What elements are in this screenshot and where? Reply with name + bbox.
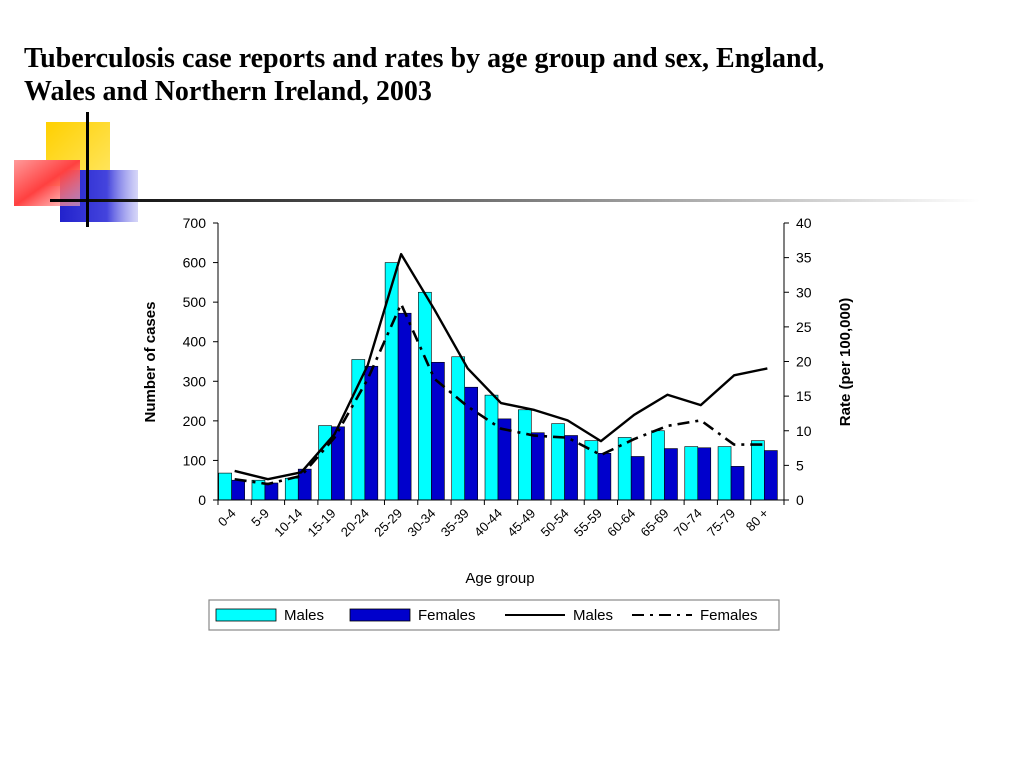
line-females-rate xyxy=(234,302,768,486)
bar-males-15-19 xyxy=(318,425,332,501)
bar-females-45-49 xyxy=(530,432,545,501)
x-tick-label: 35-39 xyxy=(438,506,472,540)
bar-females-35-39 xyxy=(464,386,479,501)
y2-tick-label: 35 xyxy=(796,250,812,266)
x-axis-title: Age group xyxy=(465,570,534,587)
bar-females-70-74 xyxy=(697,447,712,501)
bar-males-70-74 xyxy=(684,446,699,501)
x-tick-label: 55-59 xyxy=(571,506,605,540)
x-tick-label: 0-4 xyxy=(215,506,239,530)
legend-box xyxy=(208,599,780,631)
bar-females-65-69 xyxy=(664,448,678,501)
bar-females-25-29 xyxy=(397,312,412,501)
y-tick-label: 700 xyxy=(183,215,207,231)
bar-males-40-44 xyxy=(484,394,499,501)
x-tick-label: 5-9 xyxy=(248,506,272,530)
x-tick-label: 40-44 xyxy=(471,506,505,540)
legend-label: Females xyxy=(418,607,476,624)
slide-decoration xyxy=(14,112,980,227)
y2-tick-label: 20 xyxy=(796,354,812,370)
x-tick-label: 20-24 xyxy=(338,506,372,540)
x-tick-label: 30-34 xyxy=(404,506,438,540)
x-tick-label: 10-14 xyxy=(271,506,305,540)
bar-males-0-4 xyxy=(218,472,232,501)
legend-label: Males xyxy=(284,607,324,624)
legend-swatch-females-bar xyxy=(349,608,411,622)
y2-tick-label: 25 xyxy=(796,319,812,335)
bar-males-80 xyxy=(751,440,765,501)
x-tick-label: 70-74 xyxy=(671,506,705,540)
bar-males-30-34 xyxy=(418,291,432,501)
y-tick-label: 200 xyxy=(183,413,207,429)
bar-females-50-54 xyxy=(564,435,578,501)
bar-males-65-69 xyxy=(651,430,665,501)
x-tick-label: 75-79 xyxy=(704,506,738,540)
bar-females-10-14 xyxy=(297,468,312,501)
y2-axis-title: Rate (per 100,000) xyxy=(837,298,854,426)
bar-females-5-9 xyxy=(264,482,279,501)
bar-females-75-79 xyxy=(730,466,745,501)
bar-females-55-59 xyxy=(597,453,612,501)
bar-females-20-24 xyxy=(364,365,379,501)
legend-label: Females xyxy=(700,607,758,624)
bar-females-80 xyxy=(764,450,778,501)
bar-males-10-14 xyxy=(284,477,299,501)
bar-females-60-64 xyxy=(630,456,645,501)
x-tick-label: 65-69 xyxy=(637,506,671,540)
bar-females-0-4 xyxy=(231,479,245,501)
y-axis-title: Number of cases xyxy=(142,302,159,423)
y-tick-label: 400 xyxy=(183,334,207,350)
y2-tick-label: 10 xyxy=(796,423,812,439)
slide-title-line-2: Wales and Northern Ireland, 2003 xyxy=(24,76,432,107)
bars-group xyxy=(218,262,778,501)
legend: Males Females Males Females xyxy=(208,599,780,631)
bar-males-75-79 xyxy=(717,446,732,501)
y-tick-label: 0 xyxy=(198,492,206,508)
y-tick-label: 600 xyxy=(183,255,207,271)
x-tick-label: 60-64 xyxy=(604,506,638,540)
y-tick-label: 300 xyxy=(183,373,207,389)
decor-red-square xyxy=(14,160,80,206)
y-tick-label: 500 xyxy=(183,294,207,310)
y2-tick-label: 40 xyxy=(796,215,812,231)
x-tick-label: 45-49 xyxy=(504,506,538,540)
y2-tick-label: 5 xyxy=(796,457,804,473)
slide-title: Tuberculosis case reports and rates by a… xyxy=(24,42,1014,108)
bar-males-20-24 xyxy=(351,359,366,501)
x-tick-label: 25-29 xyxy=(371,506,405,540)
legend-label: Males xyxy=(573,607,613,624)
decor-horizontal-rule xyxy=(50,199,980,202)
legend-swatch-males-bar xyxy=(215,608,277,622)
bar-males-55-59 xyxy=(584,440,599,501)
lines-group xyxy=(234,252,768,486)
y2-tick-label: 30 xyxy=(796,284,812,300)
decor-vertical-rule xyxy=(86,112,89,227)
line-males-rate xyxy=(234,252,768,481)
y-tick-label: 100 xyxy=(183,452,207,468)
y2-tick-label: 0 xyxy=(796,492,804,508)
bar-males-50-54 xyxy=(551,423,565,501)
bar-males-45-49 xyxy=(517,409,532,501)
x-tick-label: 80 + xyxy=(743,506,772,535)
x-tick-label: 15-19 xyxy=(305,506,339,540)
slide-title-line-1: Tuberculosis case reports and rates by a… xyxy=(24,43,825,74)
y2-tick-label: 15 xyxy=(796,388,812,404)
x-tick-label: 50-54 xyxy=(538,506,572,540)
bar-males-35-39 xyxy=(451,356,466,501)
